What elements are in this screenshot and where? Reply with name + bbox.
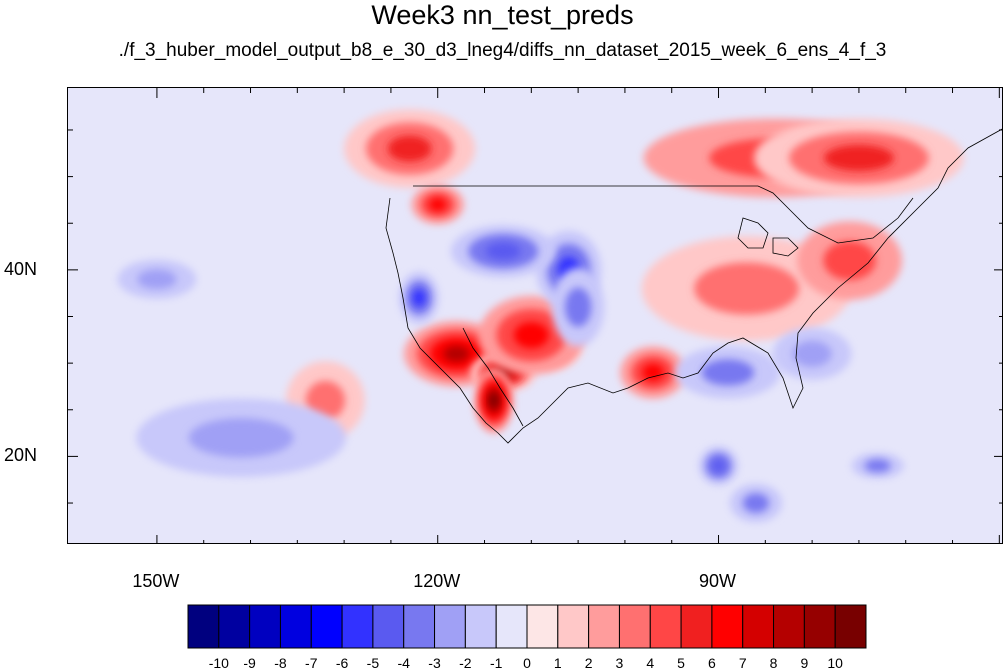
- colorbar-box: [618, 604, 651, 649]
- colorbar-box: [310, 604, 343, 649]
- anomaly-19-level-1: [188, 418, 294, 458]
- colorbar-box: [187, 604, 220, 649]
- colorbar-level-label: 0: [523, 655, 531, 671]
- colorbar-level-label: -10: [208, 655, 229, 671]
- colorbar-box: [588, 604, 620, 649]
- colorbar-level-label: 10: [827, 655, 843, 671]
- colorbar-level-label: -8: [274, 655, 287, 671]
- colorbar-level-label: -3: [428, 655, 441, 671]
- lat-label: 40N: [4, 258, 38, 279]
- colorbar-level-label: 3: [615, 655, 624, 671]
- colorbar-box: [680, 604, 713, 649]
- map-panel: [67, 87, 1003, 544]
- colorbar-box: [773, 604, 805, 649]
- colorbar-level-label: -7: [305, 655, 318, 671]
- north-america-coastline: [385, 128, 1002, 444]
- anomaly-16-level-1: [565, 287, 592, 327]
- colorbar-box: [249, 604, 281, 649]
- anomaly-21-level-2: [711, 459, 726, 473]
- map-ticks: [68, 88, 1002, 543]
- colorbar-box: [403, 604, 436, 649]
- colorbar-level-label: 2: [584, 655, 593, 671]
- anomaly-layer: [117, 109, 964, 523]
- colorbar-box: [341, 604, 374, 649]
- anomaly-4-level-2: [513, 322, 549, 349]
- anomaly-23-level-1: [864, 459, 891, 473]
- anomaly-2-level-4: [489, 393, 498, 407]
- colorbar-level-label: 1: [553, 655, 562, 671]
- colorbar-level-label: -1: [489, 655, 503, 671]
- anomaly-5-level-2: [387, 135, 432, 162]
- us-canada-border: [413, 185, 914, 244]
- colorbar-box: [742, 604, 775, 649]
- colorbar-level-label: -6: [335, 655, 349, 671]
- colorbar-box: [495, 604, 528, 649]
- anomaly-18-level-1: [792, 340, 832, 367]
- lon-label: 120W: [413, 571, 461, 591]
- lon-label: 90W: [699, 571, 737, 591]
- great-lakes: [737, 217, 799, 257]
- colorbar-box: [526, 604, 559, 649]
- colorbar-level-label: -5: [366, 655, 380, 671]
- anomaly-20-level-1: [137, 269, 177, 289]
- anomaly-11-level-1: [823, 240, 876, 281]
- colorbar-level-label: -9: [243, 655, 256, 671]
- colorbar-level-label: 4: [646, 655, 655, 671]
- plot-title: Week3 nn_test_preds: [371, 0, 634, 30]
- colorbar-box: [711, 604, 744, 649]
- plot-subtitle: ./f_3_huber_model_output_b8_e_30_d3_lneg…: [118, 40, 887, 61]
- coastline-layer: [385, 128, 1002, 444]
- colorbar-level-label: 7: [738, 655, 747, 671]
- anomaly-7-level-2: [642, 363, 664, 382]
- colorbar-level-label: 5: [677, 655, 685, 671]
- anomaly-22-level-1: [742, 493, 770, 513]
- colorbar-level-label: -2: [459, 655, 472, 671]
- anomaly-14-level-2: [485, 242, 521, 260]
- colorbar-box: [279, 604, 312, 649]
- lon-label: 150W: [132, 571, 180, 591]
- colorbar-box: [649, 604, 682, 649]
- anomaly-17-level-1: [701, 359, 755, 386]
- colorbar-level-label: -4: [397, 655, 410, 671]
- anomaly-10-level-1: [694, 262, 800, 315]
- colorbar-box: [434, 604, 466, 649]
- lat-label: 20N: [4, 445, 38, 466]
- baja-coastline: [462, 327, 524, 427]
- colorbar-level-label: 9: [800, 655, 809, 671]
- colorbar-box: [464, 604, 497, 649]
- anomaly-15-level-2: [412, 289, 426, 307]
- anomaly-0-level-3: [443, 345, 470, 362]
- colorbar-box: [218, 604, 251, 649]
- colorbar-box: [834, 604, 867, 649]
- map-field: [68, 88, 1002, 543]
- colorbar-level-label: 6: [708, 655, 716, 671]
- anomaly-9-level-2: [823, 144, 894, 172]
- colorbar-box: [557, 604, 590, 649]
- anomaly-6-level-2: [428, 198, 447, 212]
- colorbar-box: [372, 604, 405, 649]
- colorbar-box: [803, 604, 836, 649]
- colorbar-level-label: 8: [769, 655, 778, 671]
